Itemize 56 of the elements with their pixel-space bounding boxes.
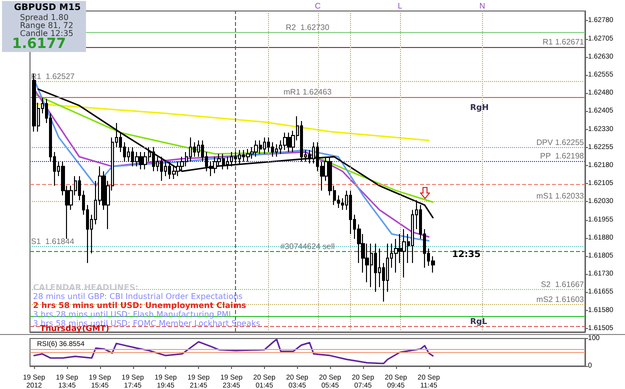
- candlestick: [213, 156, 217, 174]
- ref-line-label: R2 1.62730: [286, 23, 330, 32]
- ref-line-label: N: [479, 2, 486, 10]
- ref-line-label: mR1 1.62463: [283, 88, 332, 97]
- candlestick: [135, 151, 139, 167]
- annotation: Range 81, 72: [20, 21, 74, 30]
- candlestick: [283, 132, 287, 151]
- ref-line-label: mS2 1.61603: [536, 295, 585, 304]
- candlestick: [226, 156, 229, 170]
- candlestick: [197, 140, 200, 158]
- ref-line-label: S2 1.61667: [540, 280, 585, 289]
- ref-line-label: DPV 1.62255: [536, 138, 585, 147]
- candlestick: [152, 146, 155, 172]
- ref-line-label: mS1 1.62033: [536, 191, 585, 200]
- annotation: 2 hrs 58 mins until USD: Unemployment Claims: [33, 301, 246, 310]
- ref-line-label: L: [398, 2, 403, 10]
- candlestick: [374, 243, 377, 292]
- candlestick: [176, 161, 180, 177]
- line-series: [33, 338, 434, 364]
- annotation: RgL: [470, 317, 488, 328]
- candlestick: [263, 136, 266, 154]
- candlestick: [127, 146, 130, 162]
- candlestick: [189, 136, 192, 162]
- ref-line-label: S1 1.61844: [31, 237, 75, 246]
- candlestick: [139, 151, 143, 170]
- candlestick: [234, 151, 237, 164]
- candlestick: [271, 142, 274, 158]
- candlestick: [287, 132, 291, 152]
- candlestick: [193, 142, 196, 158]
- candlestick: [160, 156, 163, 182]
- candlestick: [172, 166, 176, 180]
- annotation: CALENDAR HEADLINES:: [33, 283, 138, 292]
- candlestick: [394, 238, 398, 274]
- annotation: 28 mins until GBP: CBI Industrial Order Expectations: [33, 292, 243, 302]
- candlestick: [254, 140, 258, 158]
- annotation: 1.6177: [12, 36, 66, 52]
- annotation: 12:35: [452, 250, 481, 260]
- annotation: Candle 12:35: [20, 29, 74, 38]
- candlestick: [246, 148, 250, 162]
- candlestick: [402, 228, 406, 278]
- line-series: [33, 93, 434, 203]
- annotation: RgH: [470, 102, 489, 113]
- candlestick: [275, 144, 278, 158]
- ref-line-label: #30744624 sell: [280, 242, 335, 251]
- line-series: [33, 102, 430, 142]
- ref-line-label: C: [314, 2, 321, 10]
- candlestick: [180, 156, 184, 172]
- ref-line-label: R1 1.62671: [542, 37, 585, 46]
- candlestick: [349, 190, 352, 235]
- annotation: Spread 1.80: [20, 13, 69, 22]
- candlestick: [143, 151, 147, 170]
- candlestick: [238, 150, 241, 164]
- ref-line-label: PP 1.62198: [540, 152, 585, 161]
- candlestick: [230, 151, 233, 167]
- candlestick: [164, 161, 167, 177]
- chart-title: GBPUSD M15: [14, 3, 81, 13]
